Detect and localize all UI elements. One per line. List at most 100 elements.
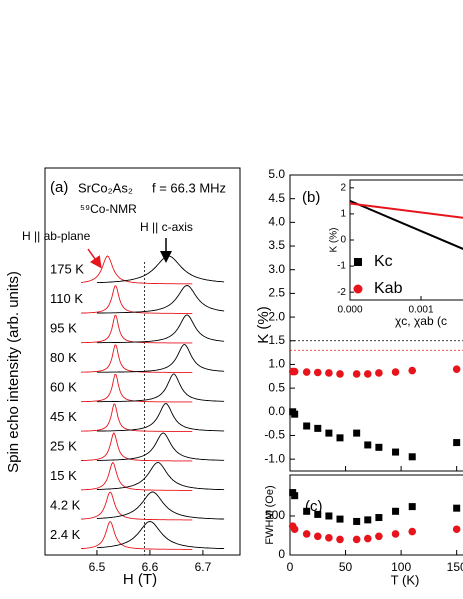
y-tick-label: 4.5 — [268, 191, 285, 205]
point — [375, 532, 383, 541]
arrow-ab — [87, 248, 102, 269]
y-tick-label: -1.0 — [264, 451, 285, 465]
c-label: H || c-axis — [140, 220, 193, 234]
temperature-label: 2.4 K — [50, 527, 81, 542]
point — [303, 507, 311, 515]
point — [352, 370, 361, 378]
fit-line — [349, 202, 463, 219]
point — [336, 370, 344, 378]
y-tick-label: 5.0 — [268, 167, 285, 181]
x-axis-label: χc, χab (c — [395, 314, 447, 328]
point — [375, 443, 383, 451]
point — [408, 527, 417, 536]
y-tick-label: 0.5 — [268, 380, 285, 394]
spectrum-c — [96, 344, 225, 373]
frame-b — [289, 174, 463, 472]
y-axis-label: K (%) — [255, 306, 272, 344]
point — [392, 507, 400, 515]
spectrum-c — [96, 285, 225, 314]
y-tick-label: 1.5 — [268, 333, 285, 347]
spectrum-ab — [81, 374, 193, 403]
point — [336, 515, 344, 523]
point — [408, 366, 417, 375]
point — [353, 517, 361, 525]
x-tick-label: 0 — [287, 560, 294, 574]
point — [452, 365, 461, 373]
point — [353, 429, 361, 437]
y-tick-label: 2.5 — [268, 286, 285, 300]
y-tick-label: 0 — [340, 235, 346, 246]
point — [375, 369, 383, 377]
temperature-label: 175 K — [50, 261, 84, 276]
point — [453, 504, 461, 512]
spectrum-ab — [80, 461, 193, 491]
point — [364, 516, 372, 524]
point — [453, 439, 461, 447]
y-axis-label: Spin echo intensity (arb. units) — [5, 271, 22, 473]
point — [392, 448, 400, 456]
annotation: f = 66.3 MHz — [152, 180, 226, 195]
y-tick-label: 3.5 — [268, 238, 285, 252]
x-axis-label: H (T) — [123, 571, 157, 588]
x-tick-label: 6.5 — [89, 560, 106, 574]
y-tick-label: -0.5 — [264, 428, 285, 442]
point — [408, 453, 416, 461]
spectrum-c — [96, 403, 225, 432]
point — [302, 530, 311, 538]
spectrum-c — [96, 462, 225, 491]
x-tick-label: 0.000 — [337, 305, 362, 316]
x-tick-label: 100 — [391, 560, 411, 574]
y-tick-label: 0.0 — [268, 404, 285, 418]
spectrum-c — [96, 432, 225, 461]
spectrum-c — [96, 255, 225, 284]
y-tick-label: 0 — [278, 547, 285, 561]
point — [336, 535, 344, 544]
point — [325, 429, 333, 437]
subtitle: ⁵⁹Co-NMR — [80, 202, 137, 216]
y-tick-label: 1 — [340, 209, 346, 220]
spectrum-c — [96, 314, 225, 344]
spectrum-ab — [80, 255, 193, 285]
y-axis-label: FWHM (Oe) — [264, 485, 276, 544]
temperature-label: 25 K — [50, 438, 77, 453]
point — [313, 368, 322, 377]
y-tick-label: 3.0 — [268, 262, 285, 276]
point — [391, 368, 400, 376]
y-axis-label: K (%) — [329, 228, 340, 253]
temperature-label: 80 K — [50, 350, 77, 365]
x-axis-label: T (K) — [391, 572, 420, 587]
point — [303, 422, 311, 430]
point — [352, 535, 361, 544]
spectrum-ab — [80, 403, 193, 432]
y-tick-label: 2.0 — [268, 309, 285, 323]
point — [314, 510, 322, 518]
point — [325, 369, 333, 377]
x-tick-label: 0.001 — [408, 305, 433, 316]
temperature-label: 95 K — [50, 320, 77, 335]
x-tick-label: 6.6 — [142, 560, 159, 574]
point — [408, 503, 416, 511]
x-tick-label: 6.7 — [195, 560, 212, 574]
point — [336, 434, 344, 442]
point — [363, 370, 372, 378]
spectrum-ab — [80, 491, 193, 521]
fit-line — [349, 199, 463, 250]
panel-label: (b) — [302, 189, 320, 206]
spectrum-ab — [80, 521, 193, 550]
spectrum-c — [96, 491, 225, 520]
panel-label: (c) — [305, 498, 323, 515]
legend-label: Kc — [374, 253, 393, 270]
frame-a — [44, 167, 241, 556]
point — [290, 367, 299, 376]
spectrum-c — [96, 373, 225, 403]
y-tick-label: 2 — [340, 182, 346, 193]
y-tick-label: -1 — [337, 261, 346, 272]
point — [302, 368, 311, 376]
ab-label: H || ab-plane — [22, 229, 91, 243]
y-tick-label: -2 — [337, 287, 346, 298]
legend-marker — [354, 258, 362, 266]
point — [291, 410, 299, 418]
point — [314, 424, 322, 432]
y-tick-label: 1.0 — [268, 357, 285, 371]
